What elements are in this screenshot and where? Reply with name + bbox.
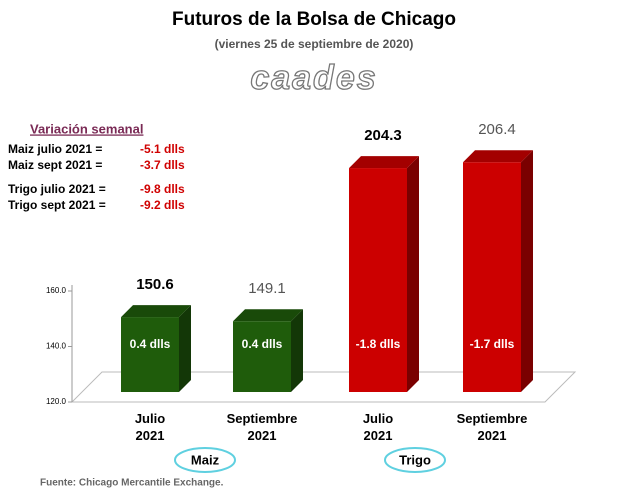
chart-title: Futuros de la Bolsa de Chicago [172,9,456,30]
y-tick-label: 160.0 [46,286,67,295]
bar [349,168,407,392]
value-label: 149.1 [248,280,286,297]
bar-note: -1.8 dlls [356,337,401,351]
y-tick-label: 140.0 [46,342,67,351]
bar-side [291,309,303,392]
x-tick-label: Septiembre 2021 [456,411,528,443]
note-value: -9.2 dlls [140,198,185,212]
bar-note: 0.4 dlls [242,337,283,351]
value-label: 150.6 [136,276,174,293]
floor [70,371,577,403]
bar-top [349,156,419,169]
value-label: 204.3 [364,127,402,144]
note-label: Maiz julio 2021 = [8,142,102,156]
note-label: Maiz sept 2021 = [8,158,102,172]
bar-top [121,305,191,318]
group-badge [384,447,446,473]
source: Fuente: Chicago Mercantile Exchange. [40,478,224,489]
x-tick-label: Julio 2021 [362,411,394,443]
bar-note: 0.4 dlls [130,337,171,351]
bar [233,321,291,392]
note-value: -9.8 dlls [140,182,185,196]
x-tick-label: Septiembre 2021 [226,411,298,443]
bar-top [233,309,303,322]
bar-side [521,150,533,392]
note-value: -3.7 dlls [140,158,185,172]
group-label: Maiz [191,452,220,467]
bar-note: -1.7 dlls [470,337,515,351]
y-tick-label: 120.0 [46,397,67,406]
group-badge [174,447,236,473]
note-label: Trigo julio 2021 = [8,182,106,196]
notes-title: Variación semanal [30,121,143,136]
bar [463,162,521,392]
note-value: -5.1 dlls [140,142,185,156]
bar-top [463,150,533,163]
bar-side [407,156,419,392]
note-label: Trigo sept 2021 = [8,198,106,212]
x-tick-label: Julio 2021 [134,411,166,443]
value-label: 206.4 [478,121,516,138]
chart-subtitle: (viernes 25 de septiembre de 2020) [215,37,414,51]
group-label: Trigo [399,452,431,467]
logo: caades [250,59,377,97]
bar-side [179,305,191,392]
bar [121,317,179,392]
